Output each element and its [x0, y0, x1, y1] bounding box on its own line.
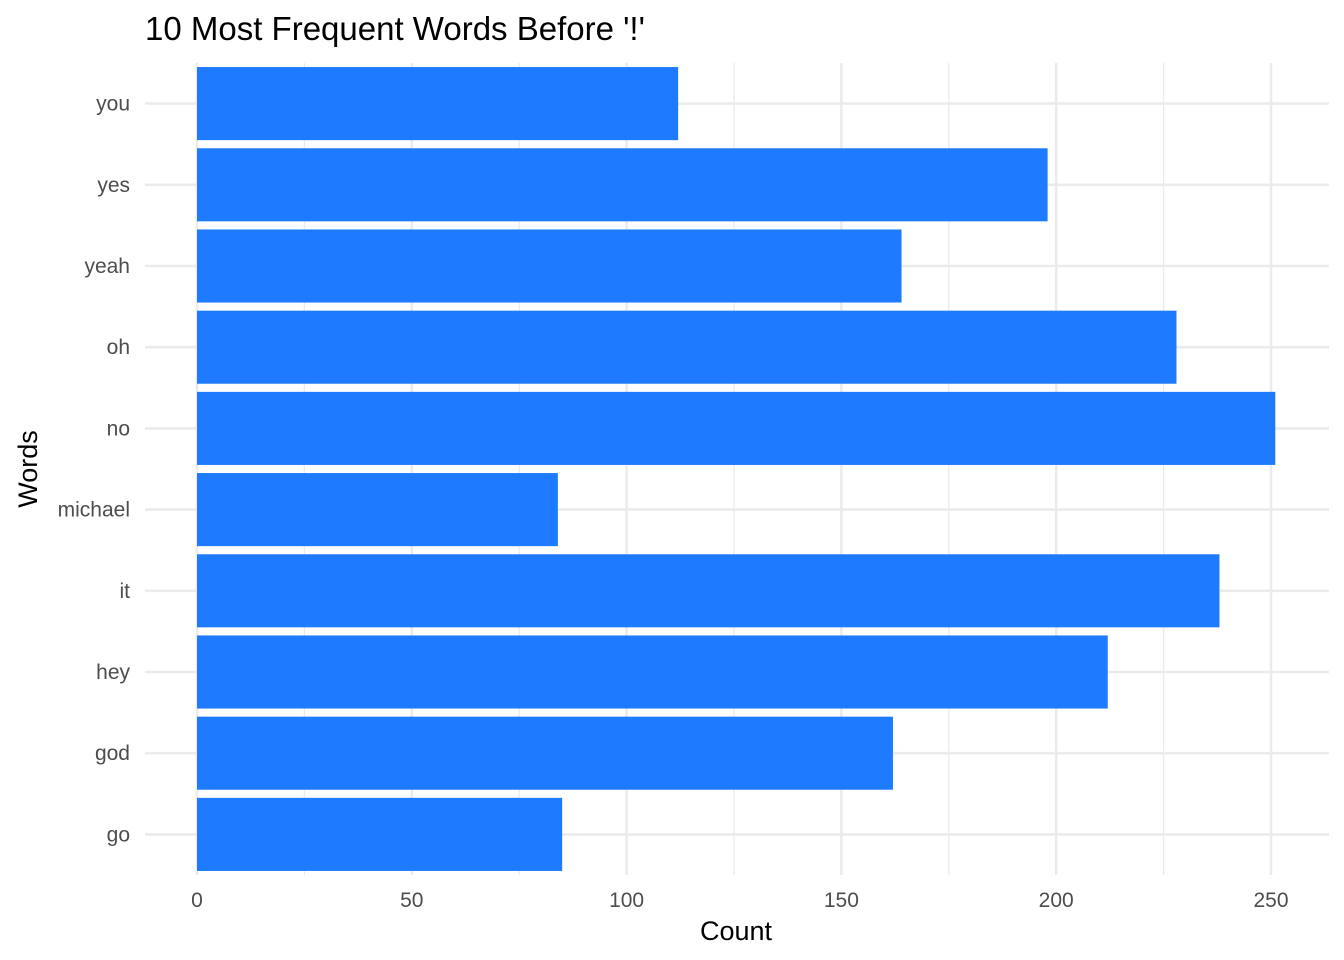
- y-tick-label: you: [96, 93, 130, 116]
- bar-hey: [197, 635, 1108, 709]
- x-axis-title: Count: [700, 916, 773, 946]
- y-tick-label: god: [95, 742, 130, 765]
- bar-yes: [197, 148, 1048, 222]
- x-tick-label: 0: [191, 889, 203, 912]
- bar-go: [197, 797, 563, 871]
- y-tick-label: no: [107, 417, 130, 440]
- y-tick-label: oh: [107, 336, 130, 359]
- chart-title: 10 Most Frequent Words Before '!': [145, 10, 645, 47]
- x-tick-label: 150: [824, 889, 859, 912]
- x-tick-label: 100: [609, 889, 644, 912]
- y-tick-label: it: [120, 580, 131, 603]
- bar-it: [197, 554, 1220, 628]
- y-tick-label: yeah: [84, 255, 130, 278]
- bar-yeah: [197, 229, 902, 303]
- bar-michael: [197, 473, 558, 547]
- x-axis-ticks: 0 50 100 150 200 250: [191, 889, 1288, 912]
- bar-you: [197, 67, 679, 141]
- y-axis-ticks: go god hey it michael no oh yeah yes you: [58, 93, 131, 847]
- bar-oh: [197, 310, 1177, 384]
- x-tick-label: 50: [400, 889, 423, 912]
- y-tick-label: go: [107, 823, 130, 846]
- bar-god: [197, 716, 893, 790]
- y-tick-label: michael: [58, 499, 130, 522]
- x-tick-label: 200: [1039, 889, 1074, 912]
- y-tick-label: yes: [97, 174, 130, 197]
- y-axis-title: Words: [13, 430, 43, 508]
- bars-layer: [197, 67, 1276, 871]
- x-tick-label: 250: [1253, 889, 1288, 912]
- y-tick-label: hey: [96, 661, 130, 684]
- bar-no: [197, 391, 1276, 465]
